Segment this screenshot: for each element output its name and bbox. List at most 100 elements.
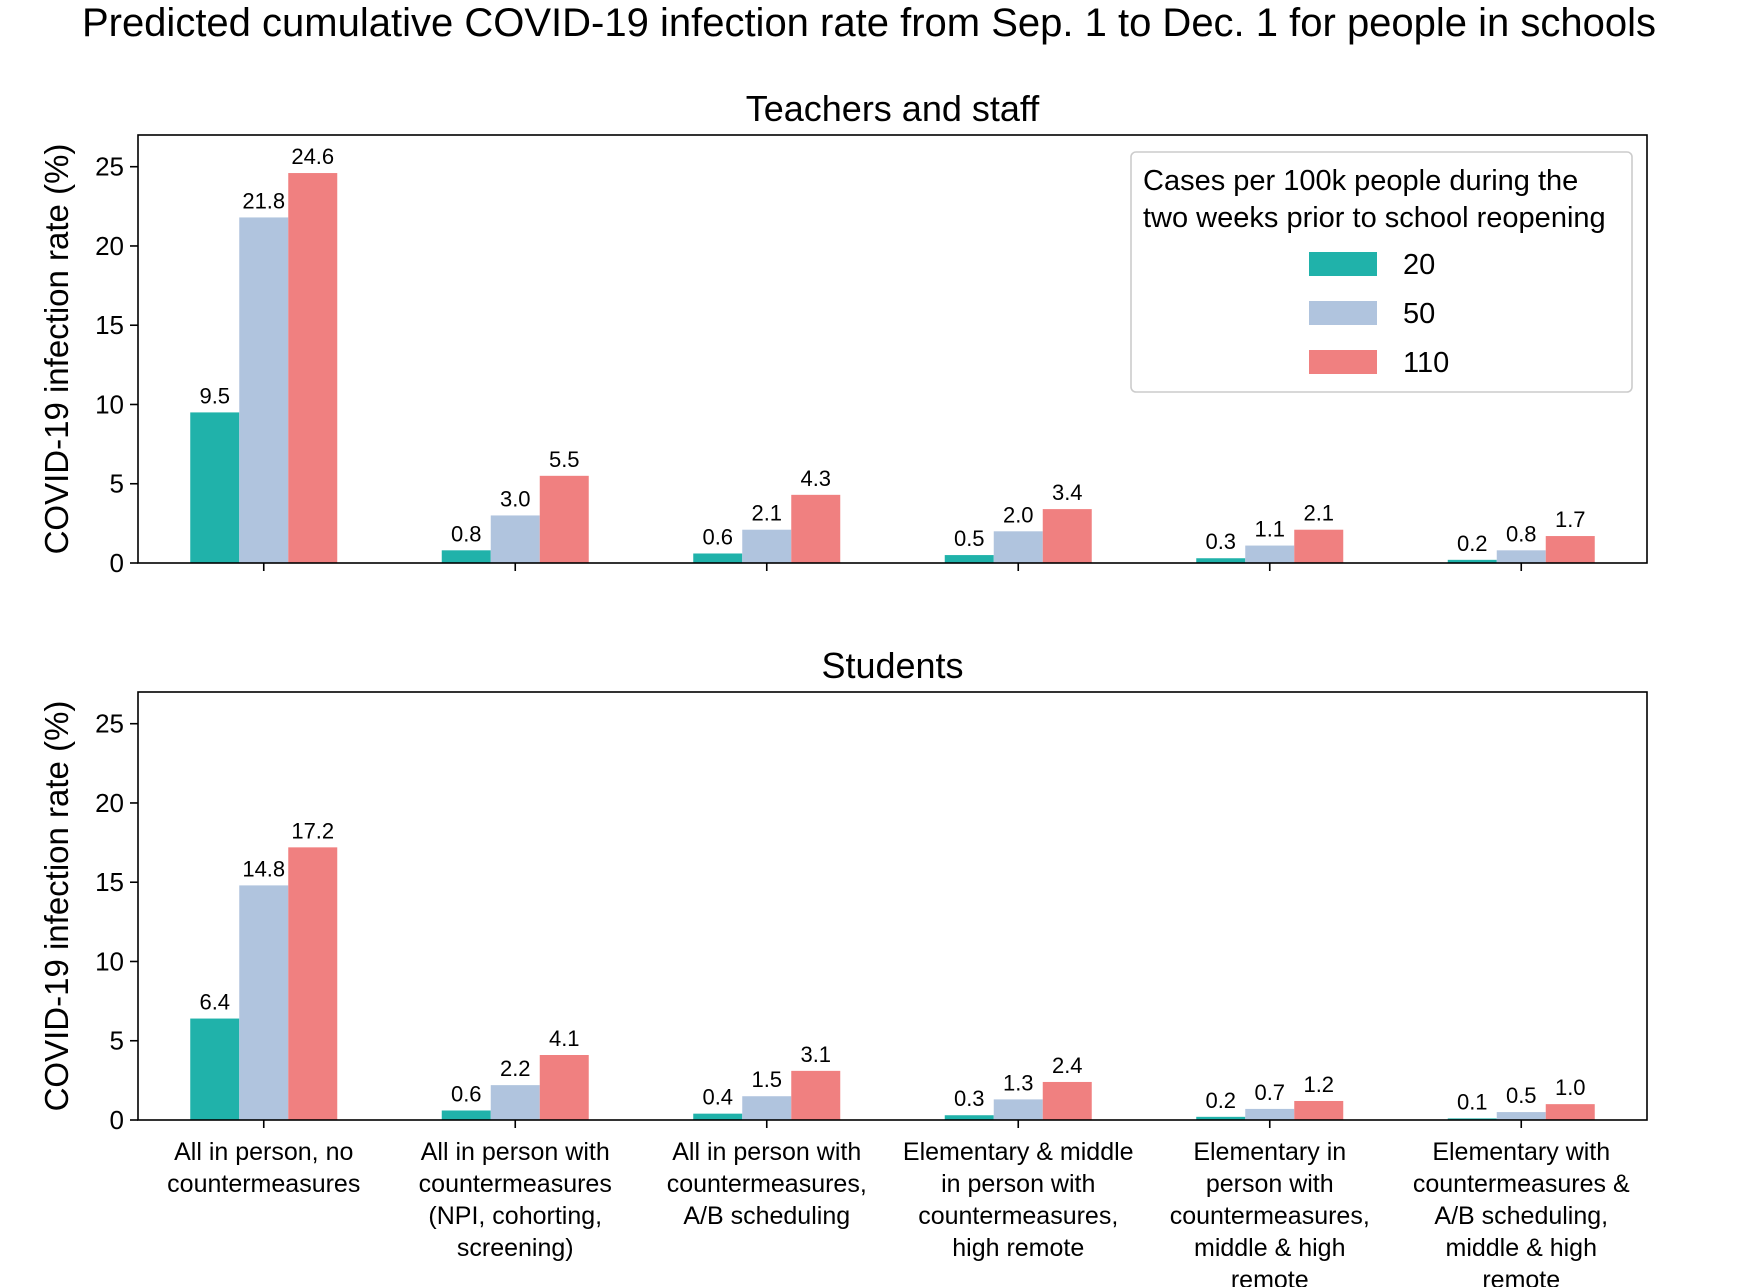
bar-value-label: 0.8 [451,521,482,546]
bar-value-label: 5.5 [549,447,580,472]
bar-value-label: 3.4 [1052,480,1083,505]
bar-value-label: 0.3 [954,1086,985,1111]
y-axis-label: COVID-19 infection rate (%) [38,144,75,555]
bar-value-label: 1.0 [1555,1075,1586,1100]
chart-panels: Teachers and staff COVID-19 infection rat… [38,88,1648,1287]
bar-value-label: 3.0 [500,486,531,511]
legend-swatch-50 [1309,301,1377,325]
bar-value-label: 17.2 [291,818,334,843]
bar-series-110-cat-2 [539,1055,589,1120]
x-category-label: Elementary in person with countermeasures,… [1170,1138,1370,1287]
x-category-label: All in person, no countermeasures [167,1138,360,1198]
panel-teachers: Teachers and staff COVID-19 infection rat… [38,88,1648,578]
bar-series-50-cat-5 [1245,1108,1295,1120]
x-category-label: All in person with countermeasures (NPI, c… [419,1138,612,1262]
bar-value-label: 0.8 [1506,521,1537,546]
plot-frame [137,691,1648,1121]
bar-series-20-cat-2 [441,1110,491,1120]
bar-value-label: 1.2 [1303,1072,1334,1097]
bar-series-110-cat-4 [1042,1081,1092,1120]
bar-value-label: 0.5 [1506,1083,1537,1108]
bar-value-label: 24.6 [291,144,334,169]
bar-series-50-cat-6 [1496,1112,1546,1120]
bar-value-label: 2.0 [1003,502,1034,527]
bar-value-label: 0.4 [702,1085,733,1110]
bar-series-50-cat-1 [239,885,289,1120]
bar-value-label: 2.4 [1052,1053,1083,1078]
bar-value-label: 4.1 [549,1026,580,1051]
y-tick-label: 20 [95,231,124,261]
bar-value-label: 2.1 [751,501,782,526]
y-tick-label: 10 [95,946,124,976]
bar-value-label: 0.6 [451,1081,482,1106]
bar-value-label: 2.2 [500,1056,531,1081]
y-tick-label: 0 [110,548,124,578]
chart-legend: Cases per 100k people during the two week… [1130,151,1633,393]
y-tick-label: 10 [95,389,124,419]
bar-value-label: 0.2 [1205,1088,1236,1113]
bar-series-110-cat-3 [791,494,841,563]
bar-series-20-cat-6 [1447,559,1497,563]
y-tick-label: 25 [95,152,124,182]
bar-series-110-cat-1 [288,847,338,1120]
bar-value-label: 14.8 [242,856,285,881]
legend-title: Cases per 100k people during the [1143,165,1578,197]
bar-value-label: 1.5 [751,1067,782,1092]
bar-series-50-cat-2 [490,1085,540,1120]
legend-title: two weeks prior to school reopening [1143,202,1606,234]
panel-title: Teachers and staff [746,88,1041,129]
bar-value-label: 3.1 [800,1042,831,1067]
bar-series-50-cat-2 [490,515,540,563]
bar-series-20-cat-1 [190,412,240,563]
bar-value-label: 1.1 [1254,517,1285,542]
panel-title: Students [821,645,963,686]
y-tick-label: 25 [95,709,124,739]
bar-series-20-cat-5 [1196,558,1246,563]
y-axis-label: COVID-19 infection rate (%) [38,701,75,1112]
legend-swatch-20 [1309,252,1377,276]
y-tick-label: 0 [110,1105,124,1135]
bar-series-110-cat-1 [288,173,338,564]
bar-value-label: 0.5 [954,526,985,551]
bar-value-label: 21.8 [242,188,285,213]
y-tick-label: 5 [110,469,124,499]
bar-value-label: 2.1 [1303,501,1334,526]
bar-series-20-cat-1 [190,1018,240,1120]
panel-students: Students COVID-19 infection rate (%) 0 5 10 1… [38,645,1648,1287]
legend-entry-110: 110 [1403,347,1449,379]
bar-series-110-cat-6 [1545,1104,1595,1120]
bar-value-label: 4.3 [800,466,831,491]
bar-value-label: 0.1 [1457,1089,1488,1114]
figure-title: Predicted cumulative COVID-19 infection … [82,1,1656,45]
bar-value-label: 0.6 [702,524,733,549]
bar-value-label: 1.3 [1003,1070,1034,1095]
bar-series-110-cat-2 [539,475,589,563]
bar-value-label: 1.7 [1555,507,1586,532]
bar-series-50-cat-3 [742,1096,792,1120]
bar-series-50-cat-4 [993,531,1043,563]
bar-series-110-cat-6 [1545,536,1595,563]
legend-entry-50: 50 [1403,298,1435,330]
y-tick-label: 15 [95,310,124,340]
bar-series-50-cat-6 [1496,550,1546,563]
bar-series-110-cat-5 [1294,529,1344,563]
bar-series-110-cat-5 [1294,1100,1344,1120]
bar-value-label: 0.3 [1205,529,1236,554]
bar-series-110-cat-4 [1042,509,1092,563]
legend-entry-20: 20 [1403,249,1435,281]
bar-value-label: 0.2 [1457,531,1488,556]
bar-series-50-cat-5 [1245,545,1295,563]
bar-series-50-cat-4 [993,1099,1043,1120]
legend-swatch-110 [1309,350,1377,374]
bar-series-110-cat-3 [791,1070,841,1120]
x-category-label: Elementary & middle in person with counter… [903,1138,1134,1262]
bar-series-20-cat-3 [693,1113,743,1120]
bar-series-20-cat-5 [1196,1116,1246,1120]
y-tick-label: 15 [95,867,124,897]
bar-value-label: 6.4 [199,990,230,1015]
bar-series-20-cat-3 [693,553,743,563]
y-tick-label: 20 [95,788,124,818]
bar-series-20-cat-2 [441,550,491,563]
bar-series-50-cat-1 [239,217,289,563]
